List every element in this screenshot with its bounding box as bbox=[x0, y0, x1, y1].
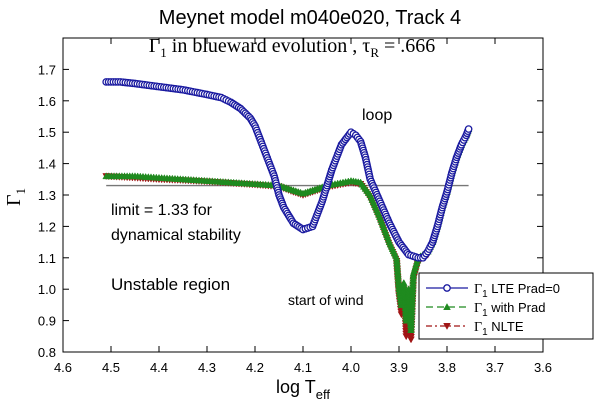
legend-gamma: Γ bbox=[474, 282, 482, 297]
data-point bbox=[443, 323, 451, 330]
y-tick-label: 1.4 bbox=[38, 157, 56, 172]
x-tick-label: 4.3 bbox=[198, 360, 216, 375]
y-tick-label: 0.9 bbox=[38, 314, 56, 329]
annotation-loop: loop bbox=[362, 107, 392, 124]
x-tick-label: 4.2 bbox=[246, 360, 264, 375]
data-point bbox=[464, 125, 473, 133]
x-tick-label: 4.6 bbox=[54, 360, 72, 375]
y-tick-label: 1.6 bbox=[38, 94, 56, 109]
x-axis-label: log Teff bbox=[276, 377, 330, 402]
y-tick-label: 1.1 bbox=[38, 251, 56, 266]
legend-label: Γ1 with Prad bbox=[474, 300, 545, 319]
chart-subtitle: Γ1 in blueward evolution , τR = .666 bbox=[149, 35, 436, 60]
series-group bbox=[102, 78, 473, 344]
x-tick-label: 3.6 bbox=[534, 360, 552, 375]
legend-gamma: Γ bbox=[474, 320, 482, 335]
chart-title: Meynet model m040e020, Track 4 bbox=[159, 7, 461, 29]
data-point bbox=[443, 284, 451, 292]
annotation-start-of-wind: start of wind bbox=[288, 292, 363, 308]
annotation-limit-line1: limit = 1.33 for bbox=[111, 202, 213, 219]
data-point bbox=[443, 303, 451, 310]
subtitle-eq: = .666 bbox=[379, 35, 435, 57]
legend-label: Γ1 NLTE bbox=[474, 319, 524, 338]
x-tick-label: 4.4 bbox=[150, 360, 168, 375]
y-tick-label: 0.8 bbox=[38, 345, 56, 360]
subtitle-tau-subscript: R bbox=[370, 45, 379, 60]
x-tick-label: 3.9 bbox=[390, 360, 408, 375]
annotation-unstable-region: Unstable region bbox=[111, 275, 230, 294]
y-axis-label-main: Γ bbox=[3, 194, 25, 206]
axis-ticks: 4.6 4.5 4.4 4.3 4.2 4.1 4.0 3.9 3.8 3.7 3.6 0.8 0.9 1… bbox=[38, 38, 552, 375]
y-axis-label: Γ1 bbox=[3, 188, 28, 206]
x-axis-label-subscript: eff bbox=[316, 387, 331, 402]
legend-text: with Prad bbox=[488, 300, 546, 315]
legend-text: NLTE bbox=[488, 319, 524, 334]
legend-subscript: 1 bbox=[482, 289, 488, 300]
y-tick-label: 1.3 bbox=[38, 188, 56, 203]
y-tick-label: 1.5 bbox=[38, 125, 56, 140]
subtitle-text: in blueward evolution , bbox=[167, 35, 363, 57]
x-tick-label: 4.0 bbox=[342, 360, 360, 375]
x-tick-label: 3.8 bbox=[438, 360, 456, 375]
legend-label: Γ1 LTE Prad=0 bbox=[474, 281, 560, 300]
x-tick-label: 4.5 bbox=[102, 360, 120, 375]
y-tick-label: 1.2 bbox=[38, 219, 56, 234]
x-axis-label-main: log T bbox=[276, 377, 316, 397]
x-tick-label: 4.1 bbox=[294, 360, 312, 375]
legend-text: LTE Prad=0 bbox=[488, 281, 560, 296]
y-axis-label-subscript: 1 bbox=[13, 188, 28, 195]
subtitle-gamma: Γ bbox=[149, 35, 161, 57]
subtitle-tau: τ bbox=[362, 35, 370, 57]
y-tick-label: 1.0 bbox=[38, 282, 56, 297]
legend-subscript: 1 bbox=[482, 327, 488, 338]
annotation-limit-line2: dynamical stability bbox=[111, 227, 241, 244]
series-0 bbox=[102, 78, 473, 262]
x-tick-label: 3.7 bbox=[486, 360, 504, 375]
y-tick-label: 1.7 bbox=[38, 62, 56, 77]
legend-subscript: 1 bbox=[482, 308, 488, 319]
subtitle-gamma-subscript: 1 bbox=[160, 45, 167, 60]
legend-gamma: Γ bbox=[474, 301, 482, 316]
